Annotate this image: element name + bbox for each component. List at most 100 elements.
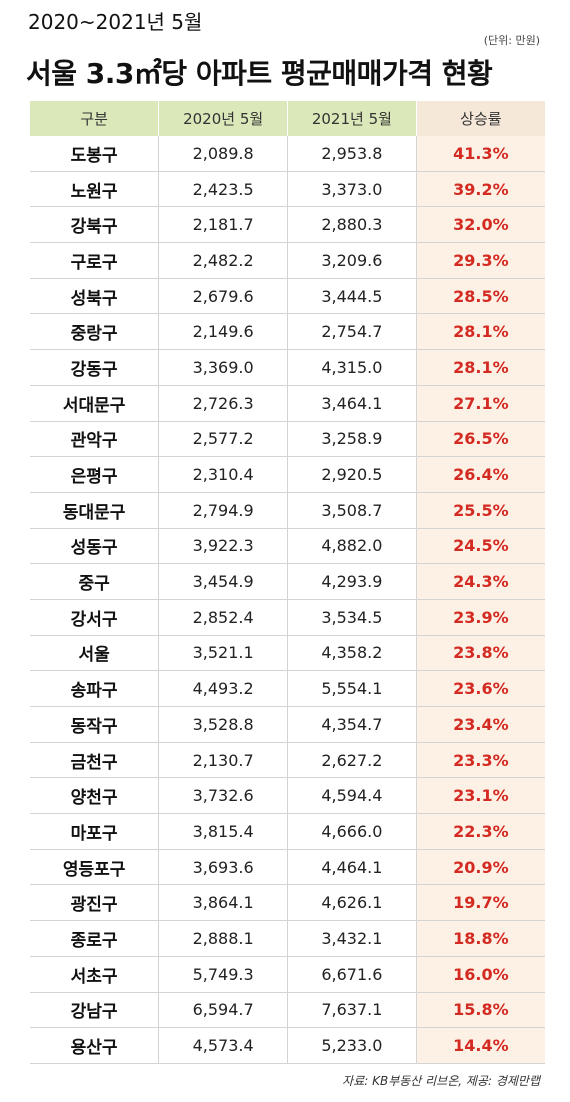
table-row: 광진구 3,864.1 4,626.1 19.7% (30, 884, 545, 922)
table-row: 구로구 2,482.2 3,209.6 29.3% (30, 242, 545, 279)
district-cell: 마포구 (30, 813, 159, 850)
district-cell: 중구 (30, 563, 159, 600)
price-cell: 2,130.7 (158, 742, 288, 779)
table-row: 동대문구 2,794.9 3,508.7 25.5% (30, 492, 545, 529)
price-cell: 3,369.0 (158, 349, 288, 386)
district-cell: 중랑구 (30, 313, 159, 351)
table-row: 용산구 4,573.4 5,233.0 14.4% (30, 1027, 545, 1064)
table-row: 강서구 2,852.4 3,534.5 23.9% (30, 599, 545, 636)
rate-cell: 28.1% (415, 313, 545, 351)
price-cell: 6,671.6 (287, 956, 417, 993)
price-cell: 4,666.0 (287, 813, 417, 850)
price-cell: 5,749.3 (158, 956, 288, 993)
district-cell: 성북구 (30, 278, 159, 315)
unit-note: (단위: 만원) (483, 34, 540, 47)
table-row: 성동구 3,922.3 4,882.0 24.5% (30, 528, 545, 565)
price-cell: 2,726.3 (158, 385, 288, 422)
price-cell: 3,521.1 (158, 635, 288, 672)
district-cell: 서대문구 (30, 385, 159, 422)
table-row: 양천구 3,732.6 4,594.4 23.1% (30, 777, 545, 815)
district-cell: 양천구 (30, 777, 159, 815)
price-cell: 4,573.4 (158, 1027, 288, 1064)
price-cell: 3,864.1 (158, 884, 288, 922)
price-cell: 3,258.9 (287, 421, 417, 458)
table-row: 종로구 2,888.1 3,432.1 18.8% (30, 920, 545, 957)
table-row: 강남구 6,594.7 7,637.1 15.8% (30, 992, 545, 1029)
rate-cell: 29.3% (415, 242, 545, 279)
table-head: 구분 2020년 5월 2021년 5월 상승률 (30, 101, 545, 136)
district-cell: 관악구 (30, 421, 159, 458)
price-cell: 2,794.9 (158, 492, 288, 529)
rate-cell: 23.3% (415, 742, 545, 779)
price-cell: 2,888.1 (158, 920, 288, 957)
rate-cell: 23.9% (415, 599, 545, 636)
table-row: 서초구 5,749.3 6,671.6 16.0% (30, 956, 545, 993)
district-cell: 강서구 (30, 599, 159, 636)
rate-cell: 23.1% (415, 777, 545, 815)
district-cell: 금천구 (30, 742, 159, 779)
price-cell: 3,534.5 (287, 599, 417, 636)
table-row: 도봉구 2,089.8 2,953.8 41.3% (30, 136, 545, 172)
header-row: 구분 2020년 5월 2021년 5월 상승률 (30, 101, 545, 136)
table-row: 은평구 2,310.4 2,920.5 26.4% (30, 456, 545, 493)
district-cell: 노원구 (30, 171, 159, 208)
price-cell: 2,953.8 (287, 136, 417, 172)
price-cell: 3,508.7 (287, 492, 417, 529)
district-cell: 서울 (30, 635, 159, 672)
price-cell: 2,181.7 (158, 206, 288, 244)
district-cell: 용산구 (30, 1027, 159, 1064)
district-cell: 서초구 (30, 956, 159, 993)
district-cell: 도봉구 (30, 136, 159, 172)
price-cell: 4,464.1 (287, 849, 417, 886)
district-cell: 영등포구 (30, 849, 159, 886)
rate-cell: 20.9% (415, 849, 545, 886)
price-cell: 2,920.5 (287, 456, 417, 493)
rate-cell: 23.8% (415, 635, 545, 672)
rate-cell: 14.4% (415, 1027, 545, 1064)
rate-cell: 41.3% (415, 136, 545, 172)
price-cell: 2,627.2 (287, 742, 417, 779)
title: 서울 3.3㎡당 아파트 평균매매가격 현황 (26, 57, 493, 90)
rate-cell: 28.1% (415, 349, 545, 386)
column-header: 구분 (30, 101, 159, 136)
price-table: 구분 2020년 5월 2021년 5월 상승률 도봉구 2,089.8 2,953.8 4… (30, 101, 545, 1064)
rate-cell: 26.5% (415, 421, 545, 458)
price-cell: 3,432.1 (287, 920, 417, 957)
price-cell: 4,358.2 (287, 635, 417, 672)
price-cell: 3,815.4 (158, 813, 288, 850)
price-cell: 5,233.0 (287, 1027, 417, 1064)
rate-cell: 23.6% (415, 670, 545, 707)
source-note: 자료: KB부동산 리브온, 제공: 경제만랩 (342, 1074, 540, 1088)
column-header: 상승률 (415, 101, 545, 136)
district-cell: 강남구 (30, 992, 159, 1029)
table-row: 서대문구 2,726.3 3,464.1 27.1% (30, 385, 545, 422)
price-cell: 2,880.3 (287, 206, 417, 244)
price-cell: 4,626.1 (287, 884, 417, 922)
table-row: 강동구 3,369.0 4,315.0 28.1% (30, 349, 545, 386)
rate-cell: 26.4% (415, 456, 545, 493)
price-cell: 3,693.6 (158, 849, 288, 886)
district-cell: 구로구 (30, 242, 159, 279)
price-cell: 2,423.5 (158, 171, 288, 208)
price-cell: 3,454.9 (158, 563, 288, 600)
district-cell: 강동구 (30, 349, 159, 386)
price-cell: 4,293.9 (287, 563, 417, 600)
price-cell: 5,554.1 (287, 670, 417, 707)
rate-cell: 24.5% (415, 528, 545, 565)
table-row: 강북구 2,181.7 2,880.3 32.0% (30, 206, 545, 244)
price-cell: 2,754.7 (287, 313, 417, 351)
district-cell: 광진구 (30, 884, 159, 922)
price-cell: 4,594.4 (287, 777, 417, 815)
price-cell: 4,354.7 (287, 706, 417, 743)
table-row: 관악구 2,577.2 3,258.9 26.5% (30, 421, 545, 458)
table-row: 성북구 2,679.6 3,444.5 28.5% (30, 278, 545, 315)
table-row: 동작구 3,528.8 4,354.7 23.4% (30, 706, 545, 743)
price-cell: 6,594.7 (158, 992, 288, 1029)
price-cell: 3,444.5 (287, 278, 417, 315)
rate-cell: 25.5% (415, 492, 545, 529)
table-body: 도봉구 2,089.8 2,953.8 41.3% 노원구 2,423.5 3,373.0 3… (30, 136, 545, 1064)
column-header: 2020년 5월 (158, 101, 288, 136)
price-cell: 3,464.1 (287, 385, 417, 422)
